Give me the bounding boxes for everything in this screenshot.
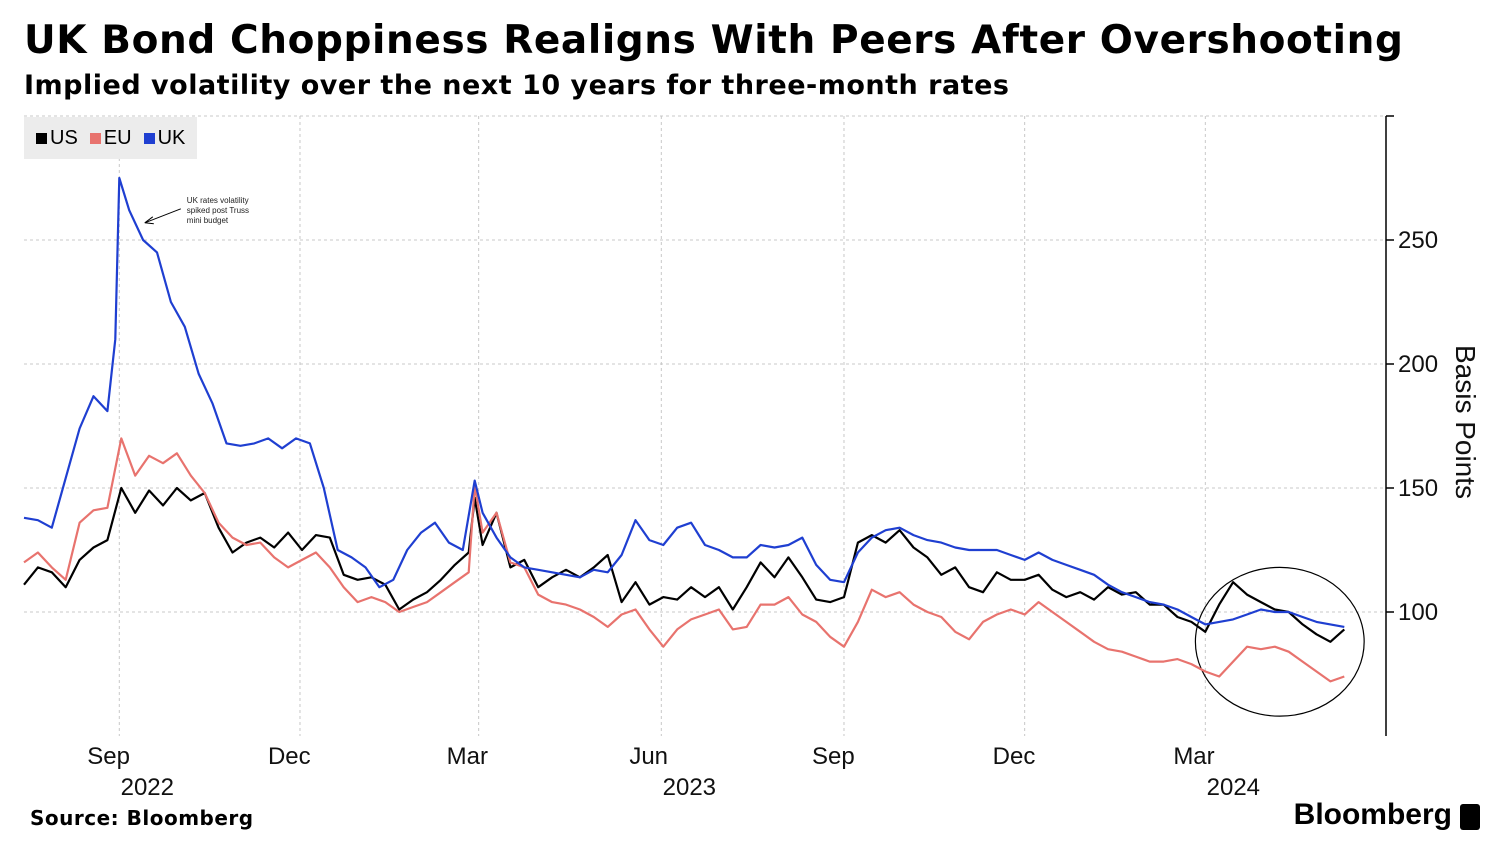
bloomberg-terminal-icon — [1460, 804, 1480, 830]
x-year-label-0: 2022 — [121, 774, 174, 801]
legend-label-uk: UK — [157, 126, 186, 149]
series-line-uk — [23, 176, 1345, 628]
x-year-label-6: 2024 — [1207, 774, 1260, 801]
x-year-label-3: 2023 — [663, 774, 716, 801]
annotation-text-line-2: mini budget — [187, 216, 229, 225]
x-tick-label-2: Mar — [447, 743, 488, 770]
chart-subtitle: Implied volatility over the next 10 year… — [24, 70, 1010, 101]
y-tick-label-100: 100 — [1398, 599, 1438, 626]
y-tick-label-250: 250 — [1398, 227, 1438, 254]
legend-item-uk: UK — [143, 126, 186, 150]
highlight-circle — [1194, 566, 1365, 717]
legend-swatch-eu — [89, 132, 101, 144]
series-line-eu — [23, 437, 1345, 683]
annotation-text-line-0: UK rates volatility — [187, 196, 249, 205]
legend: US EU UK — [24, 117, 198, 159]
y-tick-label-200: 200 — [1398, 351, 1438, 378]
series-line-us — [23, 486, 1346, 643]
y-axis-label: Basis Points — [1450, 345, 1481, 499]
annotation-arrow-line — [144, 208, 181, 224]
legend-label-us: US — [50, 126, 78, 149]
legend-item-eu: EU — [89, 126, 132, 150]
legend-swatch-us — [36, 132, 47, 144]
x-tick-label-5: Dec — [993, 743, 1036, 770]
brand-name: Bloomberg — [1293, 798, 1452, 831]
legend-swatch-uk — [143, 132, 155, 144]
x-tick-label-6: Mar — [1173, 743, 1214, 770]
annotation-text-line-1: spiked post Truss — [187, 206, 249, 215]
x-tick-label-0: Sep — [87, 743, 130, 770]
legend-label-eu: EU — [103, 126, 132, 149]
legend-item-us: US — [36, 127, 78, 150]
x-tick-label-1: Dec — [268, 743, 311, 770]
y-tick-label-150: 150 — [1398, 475, 1438, 502]
highlight-layer — [1194, 566, 1365, 717]
source-note: Source: Bloomberg — [30, 806, 254, 830]
annotation-arrow-head — [144, 216, 154, 225]
series-layer — [23, 176, 1346, 683]
chart-title: UK Bond Choppiness Realigns With Peers A… — [24, 18, 1404, 63]
brand-logo: Bloomberg — [1294, 798, 1480, 832]
axis-layer: 100 150 200 250 Basis Points Sep 2022 Dec Mar Jun… — [87, 115, 1481, 801]
x-tick-label-3: Jun — [629, 743, 668, 770]
x-tick-label-4: Sep — [812, 743, 855, 770]
